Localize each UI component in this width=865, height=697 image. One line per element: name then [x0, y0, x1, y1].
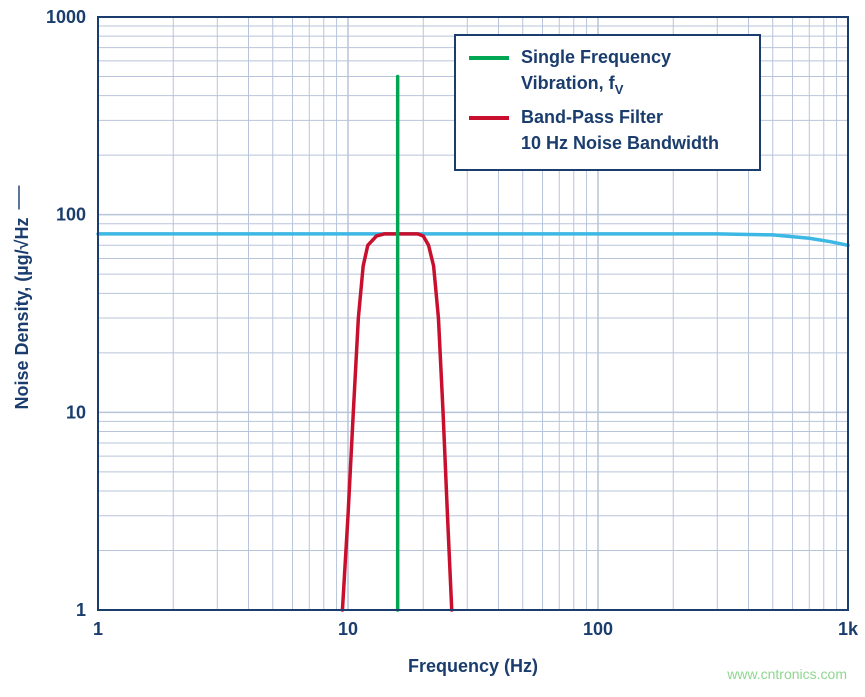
- y-tick-label: 1: [76, 600, 86, 620]
- y-axis-label: Noise Density, (µg/√Hz: [12, 218, 32, 410]
- legend-label: Single Frequency: [521, 47, 671, 67]
- legend: Single FrequencyVibration, fVBand-Pass F…: [455, 35, 760, 170]
- x-axis-label: Frequency (Hz): [408, 656, 538, 676]
- y-tick-label: 10: [66, 402, 86, 422]
- chart-container: 1 10 100 1k 1 10 100 1000 Frequency (Hz) Noise De…: [0, 0, 865, 697]
- x-tick-label: 1: [93, 619, 103, 639]
- x-tick-label: 1k: [838, 619, 859, 639]
- x-tick-label: 100: [583, 619, 613, 639]
- y-tick-label: 100: [56, 205, 86, 225]
- legend-label: Band-Pass Filter: [521, 107, 663, 127]
- noise-density-chart: 1 10 100 1k 1 10 100 1000 Frequency (Hz) Noise De…: [0, 0, 865, 697]
- legend-label: 10 Hz Noise Bandwidth: [521, 133, 719, 153]
- x-tick-label: 10: [338, 619, 358, 639]
- watermark: www.cntronics.com: [726, 666, 847, 682]
- y-tick-label: 1000: [46, 7, 86, 27]
